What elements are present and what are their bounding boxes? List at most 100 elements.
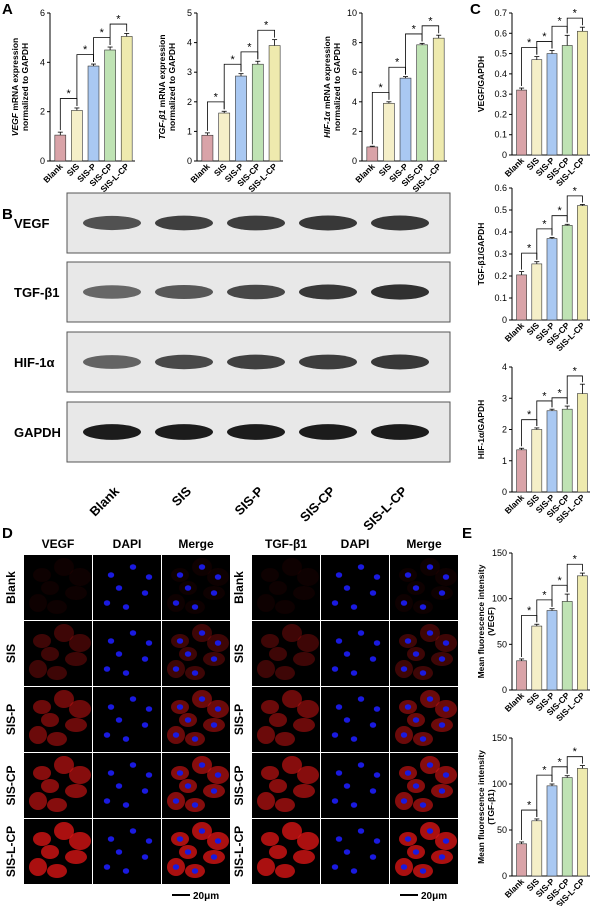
- if-nucleus: [343, 849, 351, 855]
- y-axis-label-line2: normalized to GAPDH: [332, 43, 342, 131]
- bar-sis-l-cp: [577, 205, 588, 321]
- y-axis-label-text: HIF-1α/GAPDH: [476, 400, 486, 460]
- bar-sis-p: [546, 238, 558, 321]
- blot-band: [227, 215, 285, 231]
- if-image-tile: [24, 555, 92, 620]
- if-cell-red: [47, 798, 67, 812]
- if-cell-red: [282, 822, 302, 840]
- if-image-tile: [321, 687, 389, 752]
- if-nucleus: [210, 656, 218, 662]
- y-tick-label: 3: [187, 67, 192, 77]
- y-tick-label: 5: [187, 8, 192, 18]
- significance-star: *: [527, 800, 532, 812]
- if-nucleus: [191, 802, 199, 808]
- if-nucleus: [214, 838, 222, 844]
- if-nucleus: [369, 590, 377, 596]
- if-nucleus: [438, 656, 446, 662]
- y-axis-label: HIF-1α/GAPDH: [476, 400, 486, 460]
- y-axis-label-gene: TGF-β1: [157, 109, 167, 139]
- if-cell-red: [293, 850, 315, 864]
- y-tick-label: 0.1: [494, 130, 507, 140]
- if-nucleus: [129, 762, 137, 768]
- if-column-header: VEGF: [42, 537, 75, 551]
- if-cell-red: [261, 766, 279, 780]
- if-cell-red: [69, 832, 91, 850]
- if-cell-red: [257, 858, 275, 876]
- significance-bracket: [566, 17, 583, 34]
- y-tick-label: 0: [352, 156, 357, 166]
- if-cell-red: [261, 700, 279, 714]
- if-image-tile: [321, 555, 389, 620]
- if-nucleus: [129, 564, 137, 570]
- if-cell-red: [54, 690, 74, 708]
- if-nucleus: [400, 798, 408, 804]
- if-nucleus: [442, 640, 450, 646]
- if-nucleus: [122, 736, 130, 742]
- significance-star: *: [428, 15, 433, 27]
- if-image-tile: [321, 621, 389, 686]
- if-image-tile: [252, 555, 320, 620]
- if-nucleus: [191, 670, 199, 676]
- y-tick-label: 1: [187, 126, 192, 136]
- significance-star: *: [542, 390, 547, 402]
- if-nucleus: [172, 798, 180, 804]
- if-nucleus: [426, 762, 434, 768]
- if-nucleus: [373, 640, 381, 646]
- if-cell-red: [33, 766, 51, 780]
- if-row-label: SIS-L-CP: [232, 826, 246, 877]
- significance-bracket: [109, 23, 128, 46]
- y-tick-label: 4: [40, 57, 45, 67]
- if-nucleus: [438, 788, 446, 794]
- if-nucleus: [404, 572, 412, 578]
- if-image-tile: [321, 819, 389, 884]
- if-nucleus: [400, 600, 408, 606]
- if-cell-red: [257, 726, 275, 744]
- bar-sis-l-cp: [577, 30, 588, 156]
- bar-sis-l-cp: [432, 37, 445, 162]
- bar-sis-p: [87, 65, 100, 162]
- if-row-label: SIS-P: [4, 704, 18, 735]
- if-nucleus: [191, 604, 199, 610]
- bar-blank: [516, 660, 527, 691]
- if-cell-red: [47, 600, 67, 614]
- bar-sis-l-cp: [577, 768, 588, 877]
- y-tick-label: 0: [502, 487, 507, 497]
- significance-star: *: [378, 82, 383, 94]
- blot-lane-label: SIS: [169, 483, 195, 509]
- blot-band: [155, 354, 213, 370]
- significance-star: *: [557, 575, 562, 587]
- if-nucleus: [438, 722, 446, 728]
- if-nucleus: [176, 638, 184, 644]
- if-cell-red: [275, 798, 295, 812]
- if-nucleus: [412, 717, 420, 723]
- blot-band: [155, 215, 213, 231]
- panel-label-b: B: [2, 206, 13, 223]
- y-axis-label-line2: normalized to GAPDH: [167, 43, 177, 131]
- y-tick-label: 0: [502, 685, 507, 695]
- if-nucleus: [400, 666, 408, 672]
- if-image-tile: [93, 687, 161, 752]
- if-nucleus: [419, 604, 427, 610]
- if-nucleus: [122, 868, 130, 874]
- if-nucleus: [141, 590, 149, 596]
- if-cell-red: [293, 586, 315, 600]
- if-nucleus: [438, 590, 446, 596]
- if-nucleus: [107, 638, 115, 644]
- y-tick-label: 0: [502, 871, 507, 881]
- if-nucleus: [373, 772, 381, 778]
- blot-lane-label: SIS-P: [231, 483, 266, 518]
- blot-band: [299, 284, 357, 300]
- if-cell-red: [41, 581, 59, 595]
- if-cell-red: [65, 850, 87, 864]
- if-cell-red: [33, 634, 51, 648]
- if-nucleus: [145, 706, 153, 712]
- bar-sis-p: [546, 785, 558, 877]
- y-axis-label: VEGF/GAPDH: [476, 56, 486, 112]
- bar-sis-p: [546, 410, 558, 493]
- bar-sis: [531, 263, 543, 321]
- y-tick-label: 4: [502, 362, 507, 372]
- if-nucleus: [129, 828, 137, 834]
- if-nucleus: [343, 783, 351, 789]
- if-row-label: SIS-CP: [4, 765, 18, 805]
- if-nucleus: [176, 770, 184, 776]
